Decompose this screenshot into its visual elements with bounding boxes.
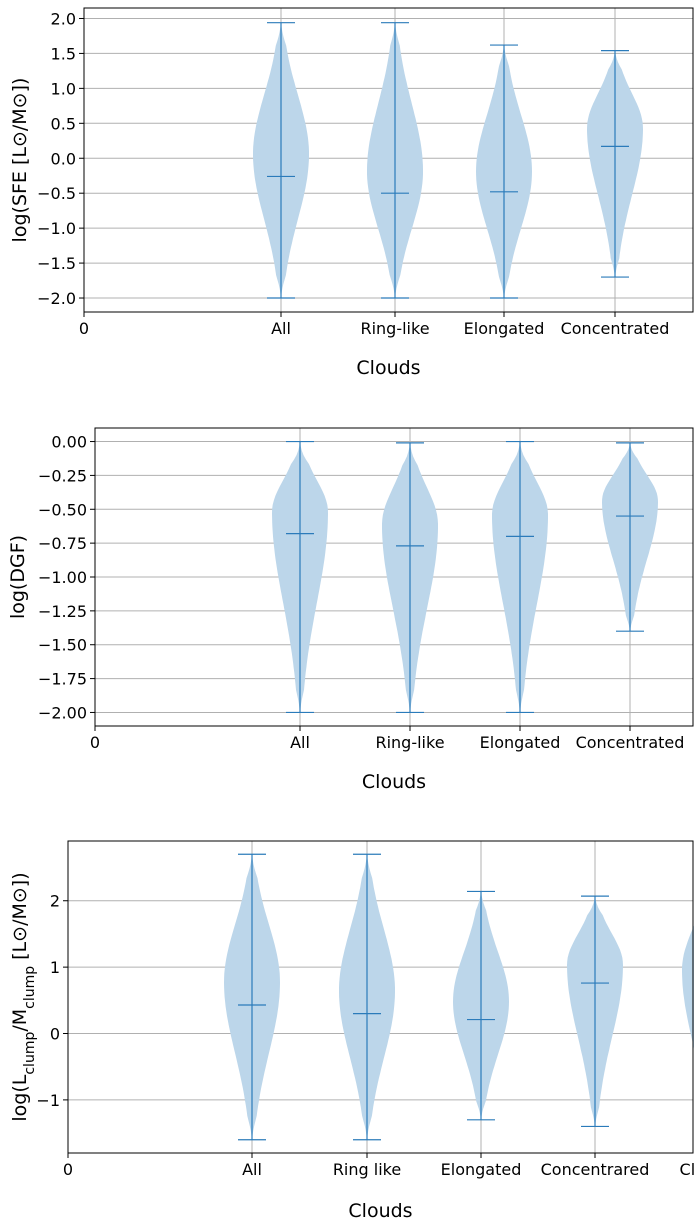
x-tick-label: Concentrated bbox=[561, 319, 670, 338]
y-axis-label: log(DGF) bbox=[7, 535, 29, 619]
y-tick-label: −1 bbox=[36, 1091, 60, 1110]
y-ticks: 0.00 −0.25 −0.50 −0.75 −1.00 −1.25 −1.50 −1.75 −… bbox=[38, 433, 95, 722]
y-tick-label: −0.50 bbox=[38, 500, 87, 519]
x-tick-label: 0 bbox=[90, 733, 100, 752]
y-tick-label: −0.25 bbox=[38, 466, 87, 485]
y-tick-label: −1.75 bbox=[38, 670, 87, 689]
x-tick-label: All bbox=[290, 733, 310, 752]
plot-frame bbox=[67, 840, 694, 1154]
x-tick-label: Elongated bbox=[464, 319, 545, 338]
x-tick-label: Elongated bbox=[480, 733, 561, 752]
panel-lclump: 2 1 0 −1 0 All Ring like Elongated Concentrared… bbox=[9, 840, 694, 1220]
plot-frame bbox=[83, 7, 694, 313]
x-tick-label: Elongated bbox=[441, 1160, 522, 1179]
y-tick-label: −2.0 bbox=[37, 289, 76, 308]
y-axis-label: log(Lclump/Mclump [L⊙/M⊙]) bbox=[9, 872, 38, 1121]
x-tick-label: Ring like bbox=[333, 1160, 401, 1179]
x-tick-label: Ring-like bbox=[360, 319, 429, 338]
y-tick-label: −1.5 bbox=[37, 254, 76, 273]
y-axis-label: log(SFE [L⊙/M⊙]) bbox=[9, 78, 31, 243]
plot-frame bbox=[94, 427, 694, 727]
violins bbox=[224, 853, 694, 1141]
y-tick-label: 0.00 bbox=[51, 433, 87, 452]
y-tick-label: −1.25 bbox=[38, 602, 87, 621]
panel-dgf: 0.00 −0.25 −0.50 −0.75 −1.00 −1.25 −1.50 −1.75 −… bbox=[7, 427, 694, 793]
x-tick-label: Clumpy bbox=[680, 1160, 694, 1179]
y-tick-label: 0.0 bbox=[51, 149, 76, 168]
violins bbox=[253, 22, 643, 299]
y-tick-label: 1.0 bbox=[51, 79, 76, 98]
violin-body bbox=[682, 925, 694, 1049]
x-tick-label: All bbox=[242, 1160, 262, 1179]
y-tick-label: −2.00 bbox=[38, 703, 87, 722]
x-axis-label: Clouds bbox=[356, 357, 420, 379]
y-tick-label: −0.75 bbox=[38, 534, 87, 553]
x-tick-label: 0 bbox=[63, 1160, 73, 1179]
y-tick-label: 1 bbox=[50, 958, 60, 977]
y-tick-label: 2 bbox=[50, 892, 60, 911]
violins bbox=[272, 440, 658, 714]
y-tick-label: 0 bbox=[50, 1025, 60, 1044]
y-tick-label: 0.5 bbox=[51, 114, 76, 133]
x-tick-label: Concentrared bbox=[541, 1160, 650, 1179]
x-tick-label: All bbox=[271, 319, 291, 338]
x-ticks: 0 All Ring like Elongated Concentrared Clumpy bbox=[63, 1153, 694, 1179]
x-tick-label: Concentrated bbox=[576, 733, 685, 752]
x-tick-label: 0 bbox=[79, 319, 89, 338]
y-ticks: 2 1 0 −1 bbox=[36, 892, 68, 1110]
y-tick-label: −0.5 bbox=[37, 184, 76, 203]
y-tick-label: −1.00 bbox=[38, 568, 87, 587]
y-tick-label: 1.5 bbox=[51, 44, 76, 63]
y-ticks: 2.0 1.5 1.0 0.5 0.0 −0.5 −1.0 −1.5 −2.0 bbox=[37, 9, 84, 308]
x-axis-label: Clouds bbox=[362, 771, 426, 793]
y-tick-label: −1.0 bbox=[37, 219, 76, 238]
y-tick-label: −1.50 bbox=[38, 636, 87, 655]
y-tick-label: 2.0 bbox=[51, 9, 76, 28]
x-tick-label: Ring-like bbox=[375, 733, 444, 752]
panel-sfe: 2.0 1.5 1.0 0.5 0.0 −0.5 −1.0 −1.5 −2.0 0 All Ring… bbox=[9, 7, 694, 379]
x-axis-label: Clouds bbox=[348, 1200, 412, 1220]
